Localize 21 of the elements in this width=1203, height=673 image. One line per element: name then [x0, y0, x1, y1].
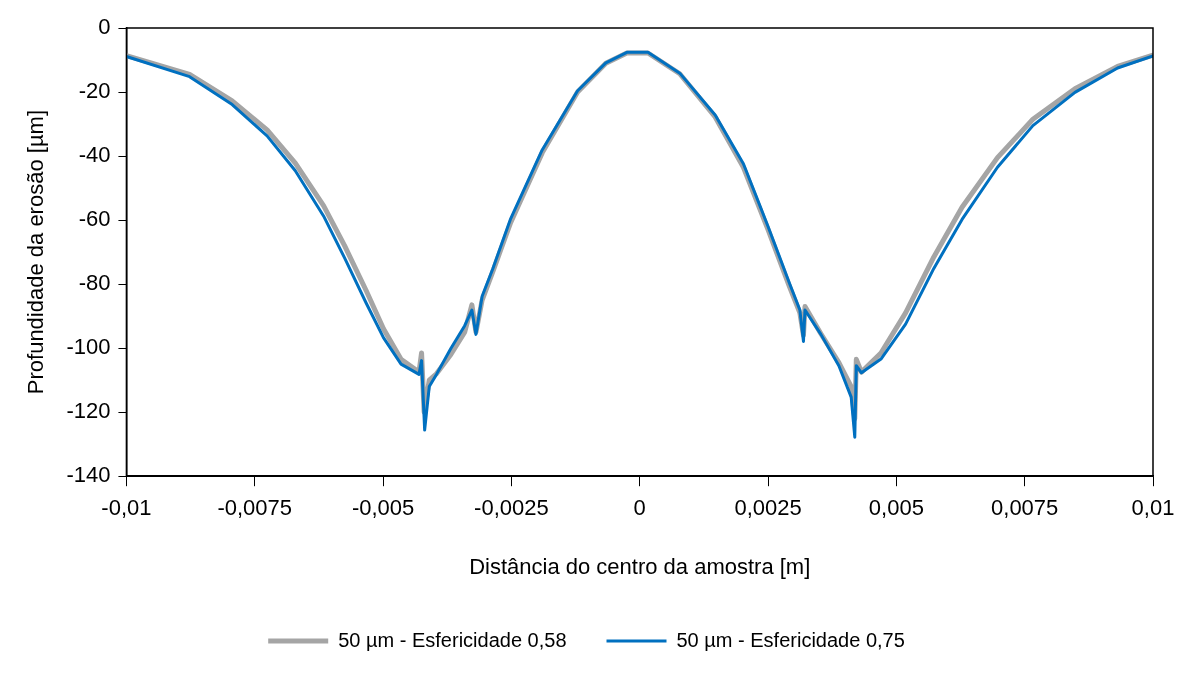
y-tick-label: -80	[78, 270, 111, 296]
y-axis-title: Profundidade da erosão [µm]	[23, 110, 49, 395]
y-tick-label: -120	[66, 398, 111, 424]
legend-label: 50 µm - Esfericidade 0,58	[338, 628, 567, 651]
x-tick-label: -0,0075	[217, 495, 293, 521]
y-tick-label: 0	[98, 14, 111, 40]
y-tick-label: -40	[78, 142, 111, 168]
y-tick-label: -100	[66, 334, 111, 360]
y-tick-label: -140	[66, 462, 111, 488]
x-axis-title: Distância do centro da amostra [m]	[469, 553, 811, 579]
x-tick-label: 0,01	[1131, 495, 1175, 521]
x-tick-label: 0,0025	[734, 495, 802, 521]
y-tick-label: -20	[78, 78, 111, 104]
legend-label: 50 µm - Esfericidade 0,75	[676, 628, 905, 651]
x-tick-label: 0,005	[868, 495, 924, 521]
x-tick-label: -0,01	[101, 495, 152, 521]
x-tick-label: -0,0025	[474, 495, 549, 521]
x-tick-label: -0,005	[351, 495, 415, 521]
x-tick-label: 0	[633, 495, 646, 521]
x-tick-label: 0,0075	[991, 495, 1059, 521]
y-tick-label: -60	[78, 206, 111, 232]
